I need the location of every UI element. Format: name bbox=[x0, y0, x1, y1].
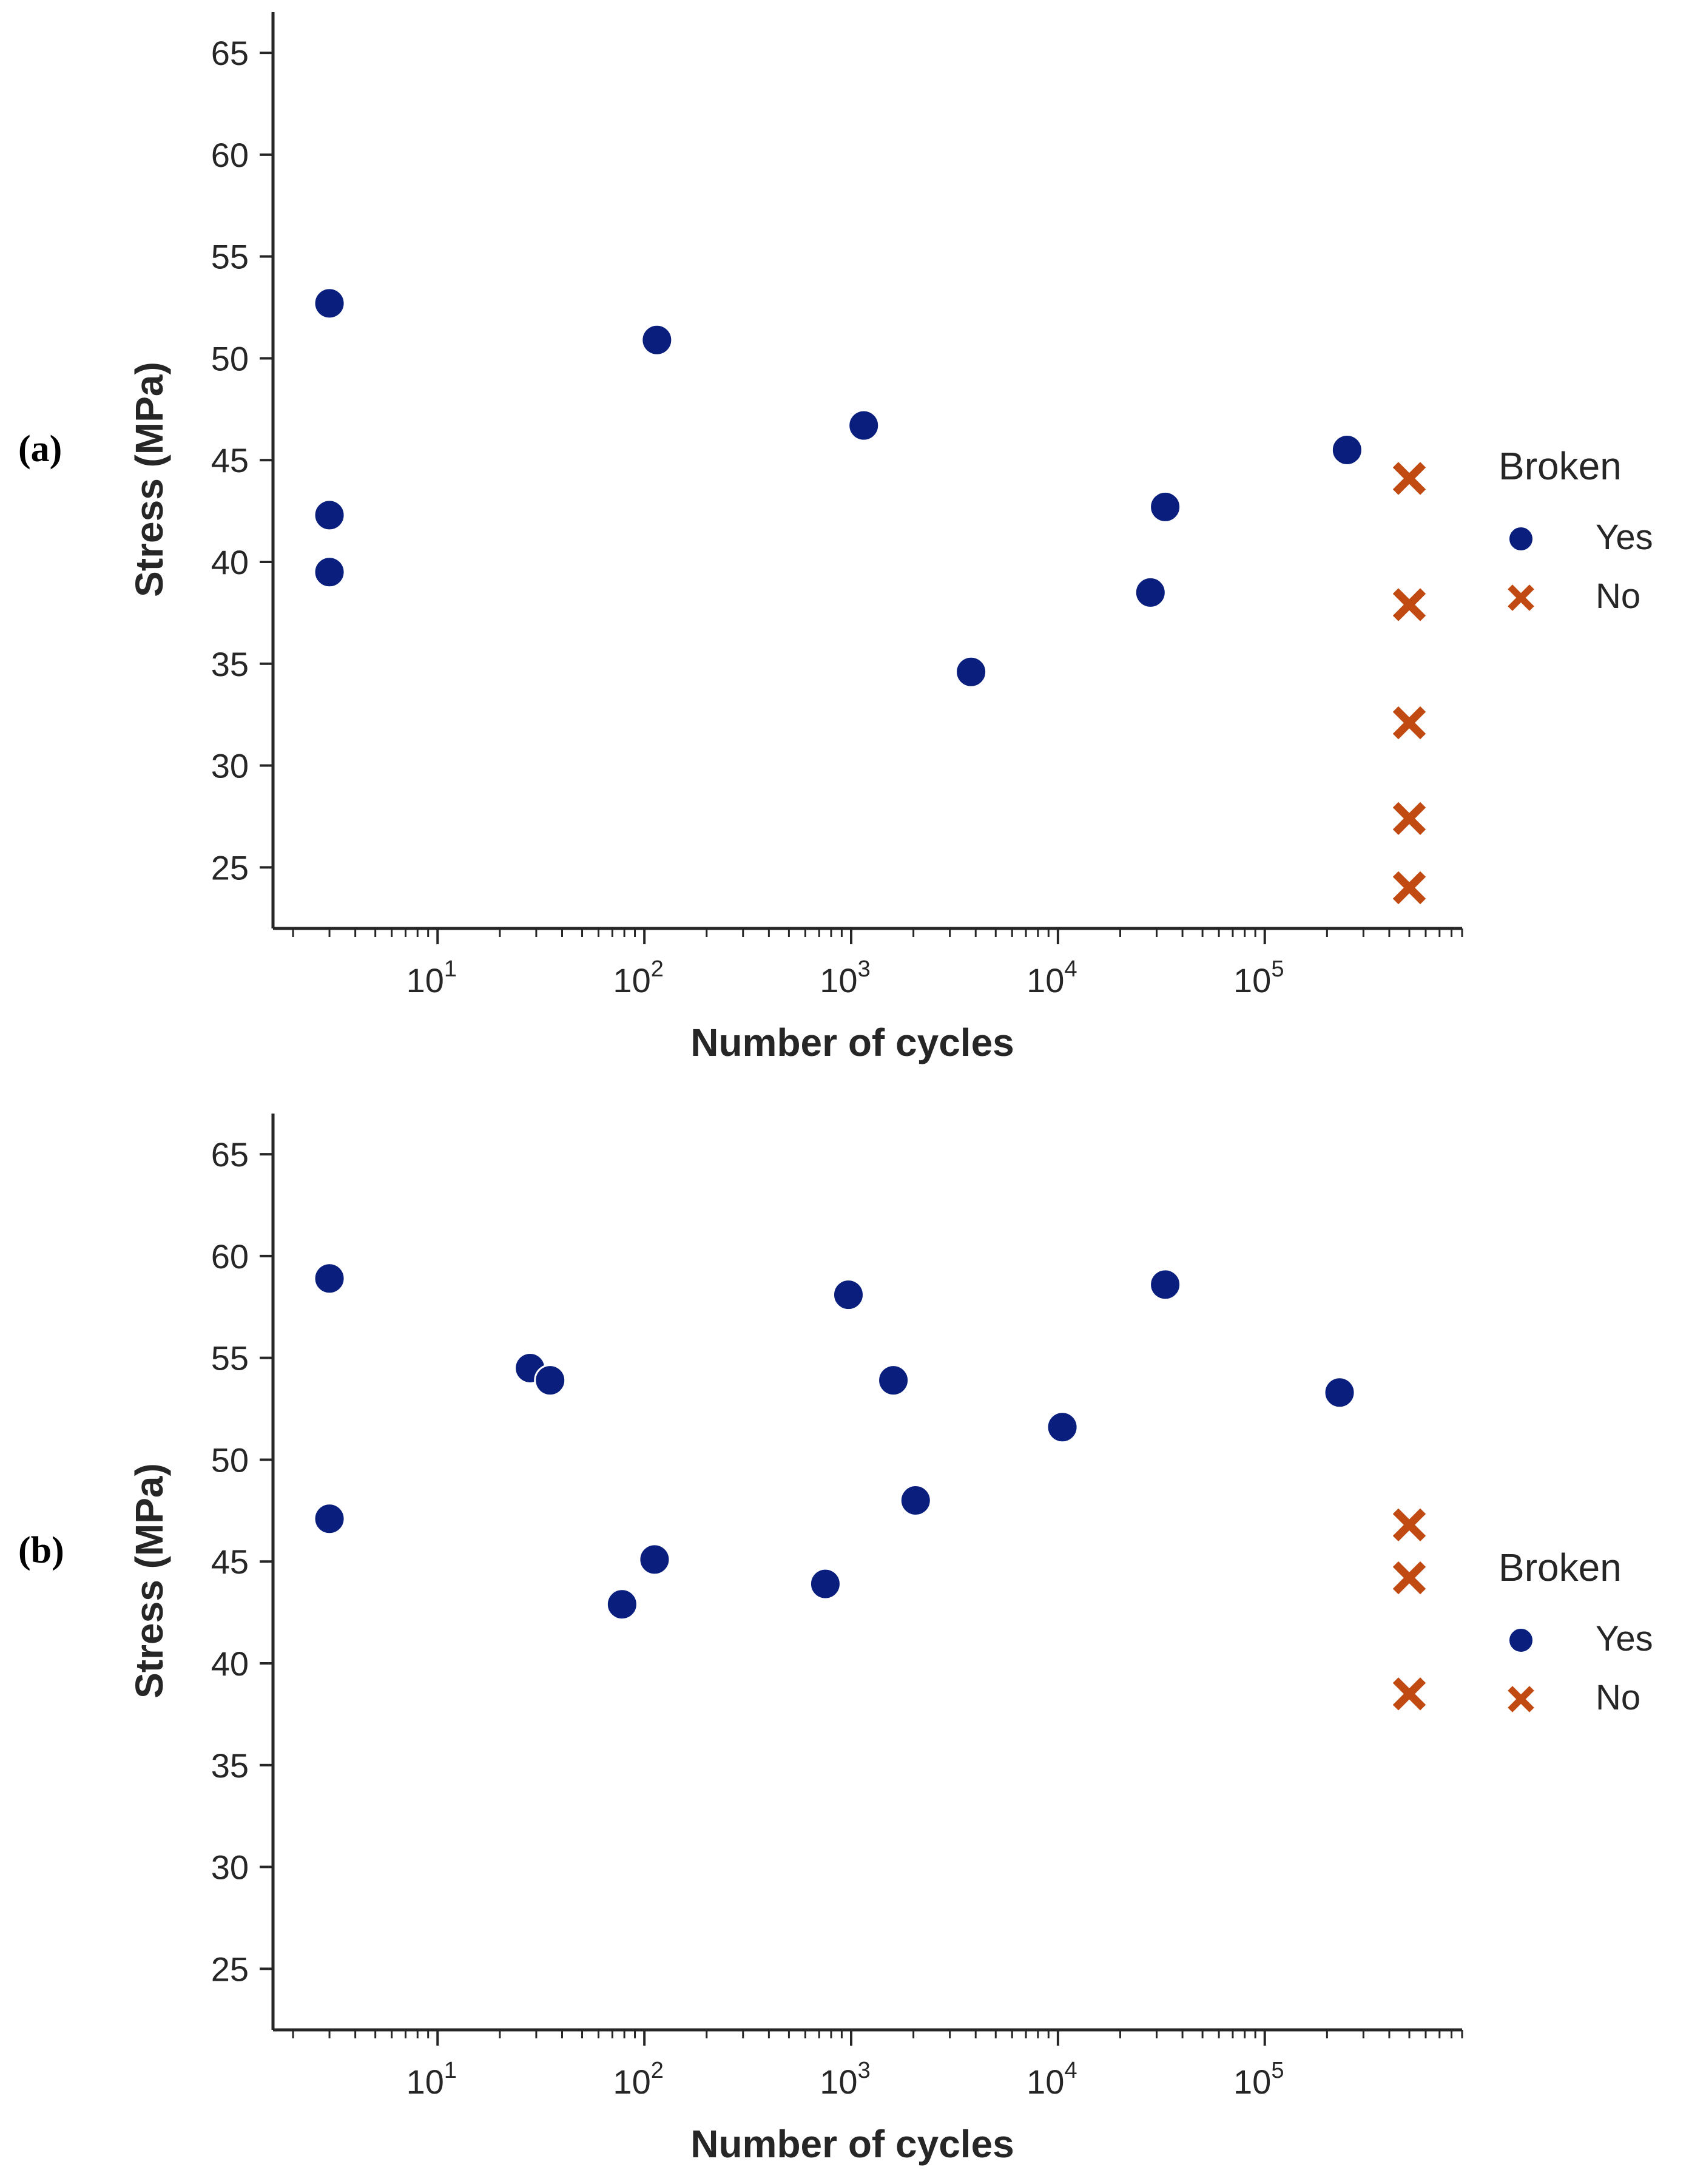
data-point-yes bbox=[1323, 1376, 1356, 1409]
x-tick-label: 103 bbox=[820, 2058, 870, 2101]
legend-circle-icon bbox=[1508, 1628, 1534, 1653]
legend-x-icon bbox=[1508, 584, 1534, 611]
y-tick-label: 40 bbox=[211, 543, 249, 581]
data-point-yes bbox=[832, 1279, 865, 1311]
data-point-yes bbox=[313, 287, 346, 320]
y-tick-label: 55 bbox=[211, 238, 249, 276]
y-tick-label: 35 bbox=[211, 1746, 249, 1785]
x-tick-label: 105 bbox=[1233, 2058, 1284, 2101]
y-tick-label: 65 bbox=[211, 1135, 249, 1174]
y-tick-label: 30 bbox=[211, 1848, 249, 1887]
data-point-no bbox=[1392, 871, 1426, 905]
x-tick-label: 105 bbox=[1233, 956, 1284, 999]
y-tick-label: 50 bbox=[211, 1441, 249, 1479]
legend-circle-icon bbox=[1508, 526, 1534, 552]
data-point-yes bbox=[1149, 1268, 1182, 1301]
data-point-no bbox=[1392, 1508, 1426, 1542]
y-tick-label: 65 bbox=[211, 34, 249, 72]
x-tick-label: 102 bbox=[613, 2058, 663, 2101]
data-point-yes bbox=[638, 1543, 671, 1576]
legend-title: Broken bbox=[1499, 444, 1622, 488]
data-point-yes bbox=[313, 556, 346, 589]
y-tick-label: 30 bbox=[211, 747, 249, 785]
chart-panel-b: 25 30 35 40 45 50 55 60 65 101 102 103 104 105 Number … bbox=[18, 1114, 1653, 2166]
y-tick-label: 40 bbox=[211, 1645, 249, 1683]
data-point-yes bbox=[641, 323, 673, 356]
y-tick-label: 25 bbox=[211, 1950, 249, 1988]
data-point-yes bbox=[605, 1588, 638, 1621]
data-point-yes bbox=[313, 1503, 346, 1535]
y-tick-label: 25 bbox=[211, 848, 249, 887]
data-point-no bbox=[1392, 588, 1426, 621]
x-tick-label: 102 bbox=[613, 956, 663, 999]
data-point-yes bbox=[313, 1262, 346, 1295]
y-tick-label: 60 bbox=[211, 136, 249, 174]
data-point-yes bbox=[1134, 576, 1167, 609]
y-tick-label: 55 bbox=[211, 1339, 249, 1378]
y-axis-label: Stress (MPa) bbox=[127, 1463, 171, 1699]
x-axis-label: Number of cycles bbox=[690, 2122, 1014, 2166]
legend-label-no: No bbox=[1596, 576, 1640, 616]
x-axis-label: Number of cycles bbox=[690, 1021, 1014, 1064]
data-point-yes bbox=[848, 409, 880, 442]
legend-label-yes: Yes bbox=[1596, 1619, 1653, 1658]
x-tick-label: 101 bbox=[406, 2058, 457, 2101]
data-point-yes bbox=[1046, 1411, 1079, 1444]
data-point-no bbox=[1392, 802, 1426, 835]
x-tick-label: 104 bbox=[1027, 2058, 1077, 2101]
y-tick-label: 50 bbox=[211, 339, 249, 377]
data-point-yes bbox=[955, 655, 988, 688]
data-point-yes bbox=[809, 1567, 841, 1600]
data-point-yes bbox=[313, 499, 346, 532]
data-point-yes bbox=[877, 1364, 910, 1397]
panel-label: (a) bbox=[18, 428, 62, 470]
y-tick-label: 60 bbox=[211, 1237, 249, 1276]
panel-label: (b) bbox=[18, 1530, 64, 1571]
legend-title: Broken bbox=[1499, 1546, 1622, 1589]
y-tick-label: 45 bbox=[211, 441, 249, 479]
data-point-no bbox=[1392, 706, 1426, 740]
data-point-no bbox=[1392, 1561, 1426, 1595]
x-tick-label: 103 bbox=[820, 956, 870, 999]
data-point-no bbox=[1392, 1677, 1426, 1711]
y-axis-label: Stress (MPa) bbox=[127, 362, 171, 597]
data-point-yes bbox=[534, 1364, 567, 1397]
x-tick-label: 104 bbox=[1027, 956, 1077, 999]
legend: Broken Yes No bbox=[1499, 1546, 1653, 1717]
y-tick-label: 35 bbox=[211, 645, 249, 683]
x-tick-label: 101 bbox=[406, 956, 457, 999]
chart-panel-a: 25 30 35 40 45 50 55 60 65 101 102 103 104 105 Number … bbox=[18, 12, 1653, 1064]
legend-label-yes: Yes bbox=[1596, 518, 1653, 557]
data-point-yes bbox=[899, 1484, 932, 1517]
legend-label-no: No bbox=[1596, 1678, 1640, 1717]
data-point-no bbox=[1392, 462, 1426, 495]
data-point-yes bbox=[1149, 490, 1182, 523]
y-tick-label: 45 bbox=[211, 1543, 249, 1581]
legend: Broken Yes No bbox=[1499, 444, 1653, 616]
legend-x-icon bbox=[1508, 1686, 1534, 1712]
data-point-yes bbox=[1330, 433, 1363, 466]
